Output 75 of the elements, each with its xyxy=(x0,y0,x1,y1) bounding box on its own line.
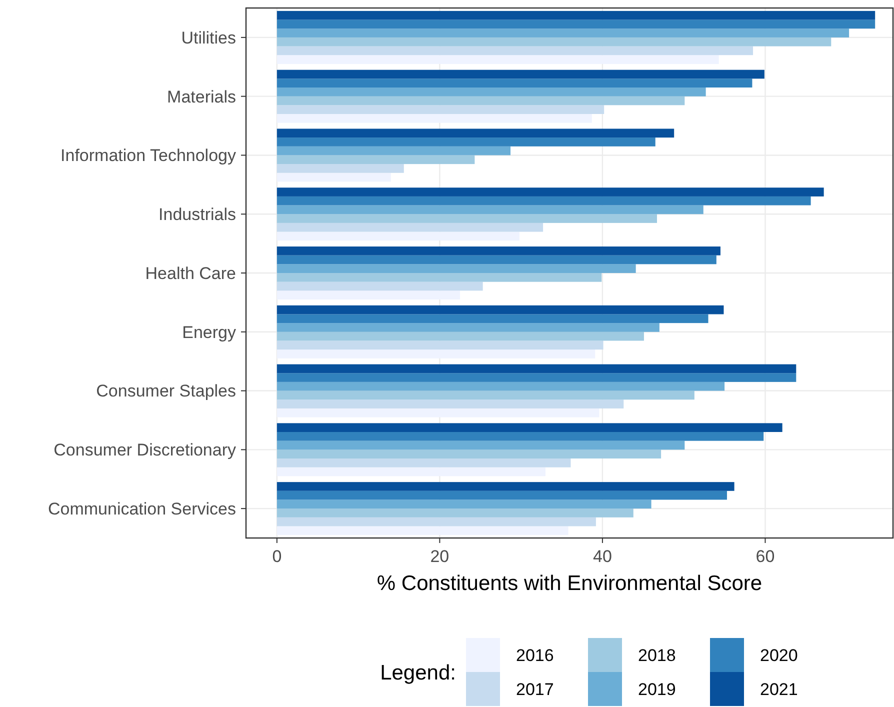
bar xyxy=(276,373,796,382)
bar xyxy=(276,146,510,156)
bar xyxy=(276,55,719,64)
bar xyxy=(276,517,596,526)
bar xyxy=(276,340,604,350)
x-axis-title: % Constituents with Environmental Score xyxy=(376,572,762,595)
bar xyxy=(276,432,764,441)
bar xyxy=(276,490,727,500)
y-tick-label: Information Technology xyxy=(60,146,236,166)
legend-label: 2021 xyxy=(760,680,798,699)
bar xyxy=(276,232,520,241)
bar xyxy=(276,28,850,38)
bar xyxy=(276,440,685,450)
y-tick-label: Industrials xyxy=(158,205,236,224)
bar xyxy=(276,196,811,206)
y-tick-label: Materials xyxy=(167,87,236,106)
bar xyxy=(276,10,876,20)
bar xyxy=(276,155,475,164)
bar xyxy=(276,526,568,536)
bar xyxy=(276,20,876,29)
x-tick-label: 60 xyxy=(756,547,775,566)
bar xyxy=(276,390,694,400)
y-tick-label: Health Care xyxy=(145,264,236,283)
bar xyxy=(276,364,796,374)
x-tick-label: 20 xyxy=(430,547,450,566)
bar xyxy=(276,290,460,300)
y-tick-label: Communication Services xyxy=(48,500,236,519)
legend-label: 2016 xyxy=(516,646,554,665)
bar xyxy=(276,255,716,264)
bar xyxy=(276,222,544,232)
legend-label: 2019 xyxy=(638,680,676,699)
bar xyxy=(276,400,624,408)
bar xyxy=(276,246,720,256)
bar xyxy=(276,458,571,468)
bar xyxy=(276,105,604,114)
bar xyxy=(276,138,656,146)
legend-label: 2020 xyxy=(760,646,798,665)
bar xyxy=(276,46,754,56)
bar xyxy=(276,78,752,88)
bar xyxy=(276,188,824,196)
bar xyxy=(276,282,483,291)
x-tick-label: 40 xyxy=(593,547,612,566)
bar xyxy=(276,172,391,182)
bar xyxy=(276,314,708,324)
bar xyxy=(276,88,706,96)
y-tick-label: Consumer Discretionary xyxy=(54,440,236,460)
bar xyxy=(276,37,832,46)
bar xyxy=(276,205,704,214)
bar xyxy=(276,96,685,106)
bar xyxy=(276,423,782,432)
legend-label: 2017 xyxy=(516,680,554,699)
legend-title: Legend: xyxy=(380,661,456,684)
bar xyxy=(276,382,725,391)
bar xyxy=(276,500,652,509)
bar xyxy=(276,114,592,123)
x-tick-label: 0 xyxy=(272,547,282,566)
bar xyxy=(276,323,660,332)
bar xyxy=(276,70,764,79)
y-tick-label: Consumer Staples xyxy=(96,382,236,401)
bar xyxy=(276,164,404,173)
bar xyxy=(276,273,602,282)
bar xyxy=(276,482,734,491)
bar xyxy=(276,450,662,458)
bar xyxy=(276,408,600,418)
bar xyxy=(276,214,657,223)
y-tick-label: Energy xyxy=(182,322,236,342)
bar xyxy=(276,350,596,358)
bar xyxy=(276,305,724,314)
bar xyxy=(276,332,644,341)
legend-label: 2018 xyxy=(638,646,676,665)
bar xyxy=(276,467,546,476)
bar xyxy=(276,508,634,518)
bar xyxy=(276,264,636,273)
y-tick-label: Utilities xyxy=(181,28,236,48)
bar xyxy=(276,128,674,138)
